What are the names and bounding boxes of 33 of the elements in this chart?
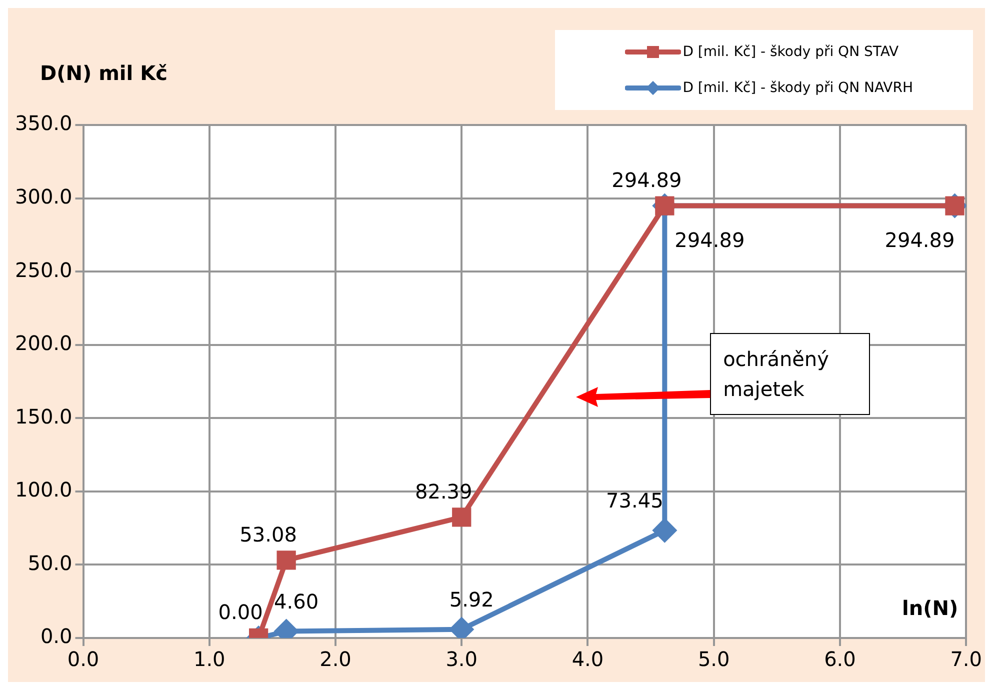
y-tick-label: 200.0 bbox=[14, 331, 72, 356]
x-tick-label: 1.0 bbox=[193, 647, 226, 672]
y-tick-label: 300.0 bbox=[14, 184, 72, 208]
legend-label: D [mil. Kč] - škody při QN STAV bbox=[682, 44, 899, 60]
y-tick-label: 0.0 bbox=[40, 624, 72, 648]
data-label: 5.92 bbox=[449, 588, 494, 612]
x-tick-label: 6.0 bbox=[824, 647, 856, 672]
data-label: 0.00 bbox=[218, 600, 263, 624]
y-axis-title: D(N) mil Kč bbox=[40, 61, 168, 86]
data-label: 73.45 bbox=[606, 488, 664, 513]
data-label: 4.60 bbox=[274, 589, 319, 614]
data-label: 82.39 bbox=[414, 479, 472, 504]
point bbox=[452, 508, 472, 527]
x-tick-label: 2.0 bbox=[320, 647, 352, 672]
legend-label: D [mil. Kč] - škody při QN NAVRH bbox=[682, 80, 913, 96]
data-label: 294.89 bbox=[612, 168, 682, 192]
y-tick-label: 250.0 bbox=[14, 258, 72, 282]
annotation: ochráněný majetek bbox=[710, 332, 870, 415]
point bbox=[653, 518, 676, 542]
x-tick-label: 0.0 bbox=[67, 647, 100, 672]
data-label: 294.89 bbox=[674, 228, 745, 252]
data-label: 53.08 bbox=[240, 522, 297, 546]
y-tick-label: 350.0 bbox=[14, 111, 72, 136]
y-tick-label: 50.0 bbox=[28, 550, 72, 575]
x-tick-label: 5.0 bbox=[698, 647, 730, 672]
x-tick-label: 7.0 bbox=[950, 647, 982, 672]
y-tick-label: 150.0 bbox=[14, 404, 72, 428]
point bbox=[276, 550, 296, 570]
y-tick-label: 100.0 bbox=[14, 478, 72, 502]
x-axis-title: ln(N) bbox=[902, 596, 958, 620]
data-label: 294.89 bbox=[884, 228, 955, 252]
x-tick-label: 4.0 bbox=[572, 647, 604, 672]
x-tick-label: 3.0 bbox=[446, 647, 478, 672]
